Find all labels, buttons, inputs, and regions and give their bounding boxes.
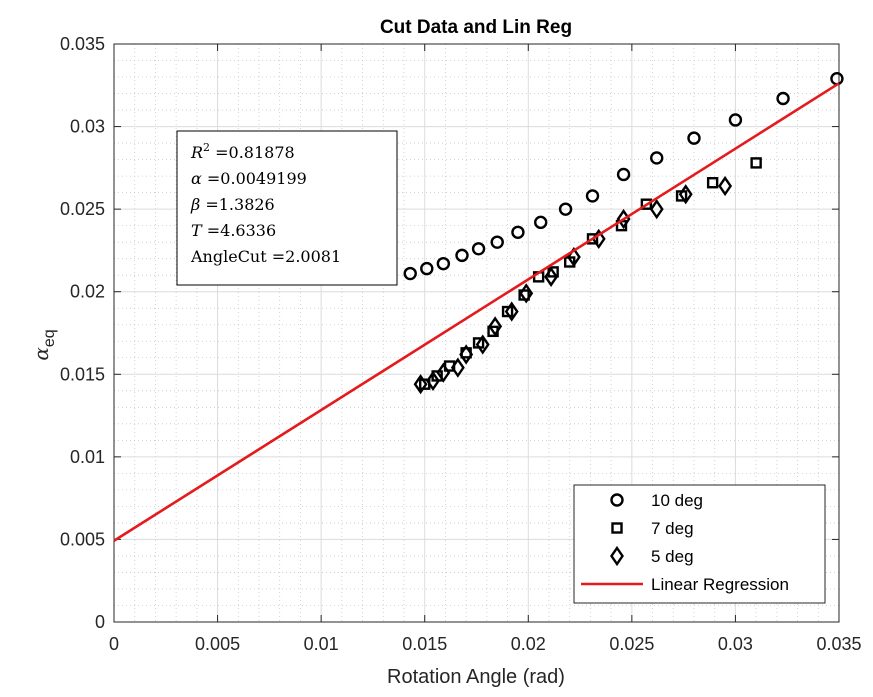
data-point-diamond	[475, 334, 490, 355]
y-tick-label: 0.025	[60, 199, 105, 219]
x-tick-label: 0.035	[816, 634, 861, 654]
data-point-circle	[728, 113, 743, 127]
stats-value: =1.3826	[200, 195, 274, 214]
y-tick-label: 0.03	[70, 117, 105, 137]
y-axis-label: αeq	[29, 329, 58, 360]
data-point-diamond	[459, 344, 474, 365]
y-tick-label: 0.015	[60, 364, 105, 384]
x-axis-label: Rotation Angle (rad)	[387, 666, 565, 688]
stats-line: α =0.0049199	[191, 169, 307, 188]
data-point-circle	[420, 261, 434, 276]
data-point-diamond	[504, 301, 519, 322]
data-point-diamond	[544, 266, 559, 287]
data-point-square	[501, 305, 514, 318]
y-tick-label: 0.005	[60, 529, 105, 549]
data-point-square	[586, 233, 599, 245]
tick-marks	[113, 43, 840, 623]
stats-value: =0.0049199	[202, 169, 307, 188]
x-tick-label: 0.02	[511, 634, 546, 654]
data-point-circle	[776, 91, 790, 106]
x-tick-label: 0.025	[609, 634, 654, 654]
data-point-circle	[490, 235, 504, 249]
data-point-diamond	[413, 374, 428, 395]
x-tick-label: 0	[109, 634, 119, 654]
stats-line: T =4.6336	[191, 221, 276, 240]
data-point-circle	[687, 131, 701, 145]
stats-line: AngleCut =2.0081	[190, 247, 341, 266]
series-layer	[113, 71, 844, 542]
data-point-diamond	[436, 362, 451, 383]
data-point-circle	[511, 225, 525, 239]
x-tick-label: 0.005	[195, 634, 240, 654]
legend-label: Linear Regression	[651, 575, 789, 594]
stats-symbol: β	[190, 195, 200, 214]
legend: 10 deg 7 deg 5 deg Linear Regression	[573, 484, 826, 604]
y-axis-label-subscript: eq	[41, 329, 58, 347]
data-point-circle	[403, 266, 417, 281]
chart-title: Cut Data and Lin Reg	[380, 17, 572, 38]
data-point-square	[706, 177, 719, 189]
data-point-circle	[534, 215, 548, 230]
data-point-circle	[650, 151, 664, 165]
y-tick-label: 0.01	[70, 447, 105, 467]
stats-value: =4.6336	[202, 221, 276, 240]
data-point-diamond	[488, 316, 503, 337]
x-tick-label: 0.03	[718, 634, 753, 654]
data-point-circle	[585, 189, 600, 203]
stats-box	[176, 130, 398, 286]
legend-marker-circle	[610, 493, 624, 507]
legend-label: 10 deg	[651, 491, 703, 510]
data-point-square	[750, 157, 762, 169]
stats-line: β =1.3826	[190, 195, 275, 214]
y-tick-label: 0.035	[60, 34, 105, 54]
data-point-diamond	[519, 283, 534, 304]
data-point-circle	[616, 167, 631, 182]
stats-symbol: R	[190, 143, 203, 162]
y-tick-label: 0.02	[70, 282, 105, 302]
legend-label: 5 deg	[651, 547, 694, 566]
stats-value: =0.81878	[210, 143, 295, 162]
data-point-diamond	[426, 370, 440, 392]
y-tick-labels: 0 0.005 0.01 0.015 0.02 0.025 0.03 0.035	[60, 34, 105, 632]
data-point-diamond	[718, 175, 733, 197]
stats-superscript: 2	[203, 141, 210, 154]
y-axis-label-symbol: α	[29, 347, 53, 361]
data-point-circle	[558, 202, 573, 216]
stats-symbol: T	[191, 221, 203, 240]
data-point-circle	[436, 256, 451, 271]
stats-line: R2 =0.81878	[190, 141, 295, 162]
axes-box	[113, 43, 840, 623]
regression-line	[113, 82, 840, 542]
x-tick-label: 0.015	[402, 634, 447, 654]
stats-symbol: AngleCut	[190, 247, 267, 266]
legend-marker-square	[611, 522, 623, 534]
stats-symbol: α	[191, 169, 202, 188]
data-point-diamond	[450, 357, 465, 378]
x-tick-label: 0.01	[304, 634, 339, 654]
legend-items: 10 deg 7 deg 5 deg Linear Regression	[581, 491, 789, 594]
data-point-square	[640, 198, 653, 210]
legend-marker-diamond	[610, 545, 624, 567]
x-tick-labels: 0 0.005 0.01 0.015 0.02 0.025 0.03 0.035	[109, 634, 862, 654]
data-point-circle	[471, 242, 486, 256]
stats-value: =2.0081	[267, 247, 341, 266]
y-tick-label: 0	[95, 612, 105, 632]
legend-label: 7 deg	[651, 519, 694, 538]
data-point-diamond	[678, 184, 693, 205]
data-point-diamond	[649, 199, 664, 220]
data-point-circle	[455, 248, 469, 263]
